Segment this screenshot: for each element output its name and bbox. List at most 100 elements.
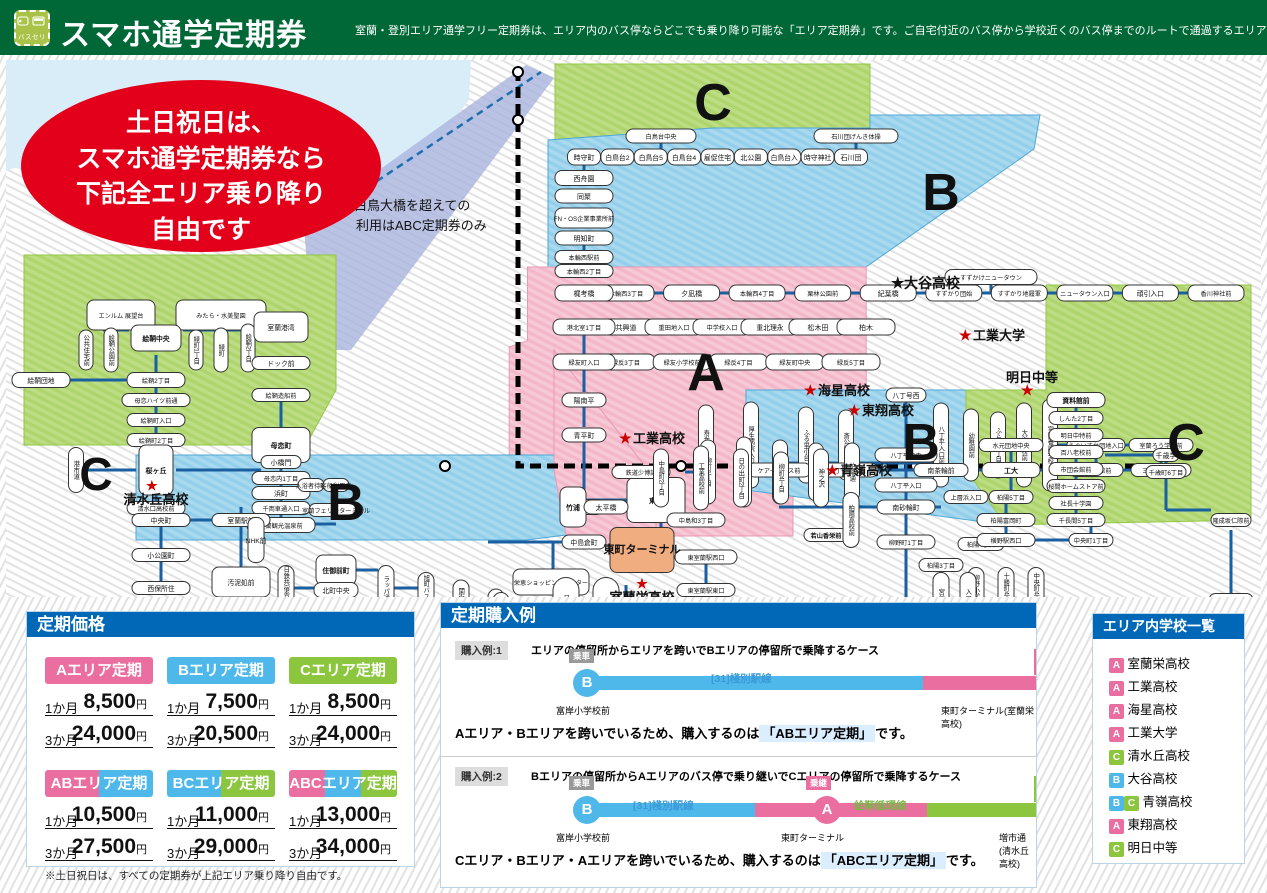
svg-text:石川団げんき体操: 石川団げんき体操 bbox=[831, 133, 881, 141]
svg-text:宮前: 宮前 bbox=[937, 587, 944, 597]
svg-text:緑友町入口: 緑友町入口 bbox=[569, 359, 600, 367]
svg-text:A: A bbox=[687, 344, 725, 402]
svg-text:★: ★ bbox=[146, 478, 158, 493]
svg-text:白鳥台4: 白鳥台4 bbox=[672, 153, 696, 162]
svg-text:重田地入口: 重田地入口 bbox=[659, 324, 690, 332]
svg-text:★: ★ bbox=[636, 576, 648, 591]
svg-text:日鉄共宿舎入口: 日鉄共宿舎入口 bbox=[282, 565, 289, 597]
svg-text:東翔高校: 東翔高校 bbox=[862, 403, 915, 418]
svg-text:中央町: 中央町 bbox=[151, 516, 172, 525]
svg-text:柳野町1丁目: 柳野町1丁目 bbox=[889, 539, 923, 547]
svg-text:太平橋: 太平橋 bbox=[596, 503, 617, 512]
svg-text:香川神社前: 香川神社前 bbox=[1201, 290, 1232, 298]
svg-text:青嶺高校: 青嶺高校 bbox=[840, 463, 893, 478]
svg-text:緑町: 緑町 bbox=[217, 342, 224, 356]
svg-text:桜ヶ丘: 桜ヶ丘 bbox=[146, 466, 167, 475]
svg-text:港北室1丁目: 港北室1丁目 bbox=[567, 324, 601, 332]
svg-text:白鳥台2: 白鳥台2 bbox=[605, 153, 629, 162]
svg-text:本輪西駅前: 本輪西駅前 bbox=[569, 254, 600, 262]
svg-text:絵鞆造船前: 絵鞆造船前 bbox=[266, 392, 297, 400]
svg-text:北町中央: 北町中央 bbox=[322, 586, 349, 595]
svg-text:絵鞆公園前: 絵鞆公園前 bbox=[107, 333, 114, 367]
svg-text:同聚: 同聚 bbox=[577, 193, 591, 201]
svg-text:工業高校: 工業高校 bbox=[633, 431, 686, 446]
svg-text:緑反4丁目: 緑反4丁目 bbox=[724, 359, 752, 367]
svg-text:陽南平: 陽南平 bbox=[574, 396, 595, 405]
svg-text:絵鞆団地: 絵鞆団地 bbox=[27, 376, 54, 385]
svg-text:明日中特前: 明日中特前 bbox=[1061, 432, 1092, 440]
svg-text:本輪西2丁目: 本輪西2丁目 bbox=[567, 268, 601, 276]
svg-text:栗林公園前: 栗林公園前 bbox=[807, 290, 838, 298]
svg-text:水元団地中央: 水元団地中央 bbox=[992, 442, 1030, 450]
svg-text:北公園: 北公園 bbox=[740, 154, 761, 162]
svg-text:鉄道少博記: 鉄道少博記 bbox=[626, 469, 657, 477]
svg-text:神之沢: 神之沢 bbox=[817, 467, 824, 489]
svg-text:小公園町: 小公園町 bbox=[147, 551, 174, 560]
svg-text:隆成坂仁際前: 隆成坂仁際前 bbox=[1212, 517, 1249, 525]
svg-text:NHK前: NHK前 bbox=[245, 536, 266, 545]
svg-text:明日中等: 明日中等 bbox=[1006, 370, 1058, 385]
svg-text:頑引入口: 頑引入口 bbox=[1137, 289, 1164, 298]
svg-text:柏陽3丁目: 柏陽3丁目 bbox=[927, 562, 955, 570]
svg-text:室蘭港湾: 室蘭港湾 bbox=[267, 323, 294, 332]
svg-text:石川団: 石川団 bbox=[841, 154, 862, 162]
svg-text:柏陽高校前: 柏陽高校前 bbox=[847, 503, 854, 537]
svg-text:清水丘高校: 清水丘高校 bbox=[123, 492, 189, 507]
svg-text:共興道: 共興道 bbox=[616, 323, 637, 332]
svg-text:工業大学: 工業大学 bbox=[973, 328, 1025, 343]
svg-text:★: ★ bbox=[891, 275, 905, 292]
svg-text:すずかけニュータウン: すずかけニュータウン bbox=[960, 274, 1022, 282]
svg-text:西舟園: 西舟園 bbox=[574, 174, 595, 183]
svg-text:すずかり地履軍: すずかり地履軍 bbox=[998, 290, 1041, 298]
svg-text:千長間5丁目: 千長間5丁目 bbox=[1059, 517, 1093, 525]
svg-text:青平町: 青平町 bbox=[574, 431, 595, 440]
svg-text:幼稚園前: 幼稚園前 bbox=[967, 431, 974, 459]
svg-text:★: ★ bbox=[826, 462, 839, 478]
svg-text:竹浦: 竹浦 bbox=[565, 503, 580, 512]
svg-text:★: ★ bbox=[848, 402, 861, 418]
svg-text:B: B bbox=[902, 414, 940, 472]
svg-text:桜間ホームストア前: 桜間ホームストア前 bbox=[1048, 483, 1104, 491]
svg-text:みたら・水美聖園: みたら・水美聖園 bbox=[196, 312, 246, 320]
svg-text:工業高校前: 工業高校前 bbox=[697, 462, 704, 495]
svg-text:若山香栄前: 若山香栄前 bbox=[810, 532, 842, 540]
svg-text:絵鞆町2丁目: 絵鞆町2丁目 bbox=[139, 437, 173, 445]
svg-text:母恋内1丁目: 母恋内1丁目 bbox=[264, 475, 298, 483]
svg-text:すずかり団始: すずかり団始 bbox=[935, 290, 972, 298]
svg-text:市団会館前: 市団会館前 bbox=[1061, 466, 1092, 474]
svg-text:柳町4丁目: 柳町4丁目 bbox=[777, 462, 784, 493]
svg-text:絵鞆中央: 絵鞆中央 bbox=[142, 334, 169, 343]
svg-text:緑反3丁目: 緑反3丁目 bbox=[612, 359, 640, 367]
svg-text:本輪西3丁目: 本輪西3丁目 bbox=[609, 290, 643, 298]
svg-text:上層浜入口: 上層浜入口 bbox=[951, 494, 982, 502]
svg-text:緑町1丁目: 緑町1丁目 bbox=[192, 334, 199, 365]
svg-text:関街路前: 関街路前 bbox=[457, 587, 464, 597]
svg-text:白鳥台5: 白鳥台5 bbox=[639, 153, 663, 162]
svg-text:緑反5丁目: 緑反5丁目 bbox=[837, 359, 865, 367]
svg-text:中学校入口: 中学校入口 bbox=[707, 324, 738, 332]
svg-text:資料館前: 資料館前 bbox=[1062, 396, 1089, 405]
svg-text:公共住宅前: 公共住宅前 bbox=[82, 334, 89, 367]
svg-text:日本製紙前: 日本製紙前 bbox=[562, 594, 569, 597]
svg-text:エンルム 展望台: エンルム 展望台 bbox=[99, 312, 144, 320]
svg-text:ドック前: ドック前 bbox=[267, 359, 294, 368]
svg-text:八丁号西: 八丁号西 bbox=[892, 392, 919, 400]
svg-text:B: B bbox=[922, 164, 960, 222]
svg-text:FN・OS企業事業所前: FN・OS企業事業所前 bbox=[554, 215, 615, 223]
svg-text:時守町: 時守町 bbox=[574, 153, 595, 162]
svg-text:室蘭栄高校: 室蘭栄高校 bbox=[609, 590, 675, 597]
svg-text:夕凪橋: 夕凪橋 bbox=[681, 289, 702, 298]
svg-text:柏陽富岡町: 柏陽富岡町 bbox=[991, 517, 1022, 525]
svg-text:汚泥処前: 汚泥処前 bbox=[227, 578, 254, 587]
svg-text:母恋町: 母恋町 bbox=[271, 441, 292, 450]
svg-text:しんた2丁目: しんた2丁目 bbox=[1059, 416, 1093, 423]
svg-text:住御前町: 住御前町 bbox=[322, 566, 349, 575]
svg-text:中島町2丁目: 中島町2丁目 bbox=[657, 459, 664, 497]
svg-text:十勝町4丁目: 十勝町4丁目 bbox=[1002, 571, 1009, 597]
svg-text:利用はABC定期券のみ: 利用はABC定期券のみ bbox=[356, 218, 487, 233]
svg-text:中島和3丁目: 中島和3丁目 bbox=[679, 517, 713, 525]
svg-text:浜町: 浜町 bbox=[274, 489, 288, 498]
svg-text:雇促住宅: 雇促住宅 bbox=[704, 153, 731, 162]
svg-text:柏木: 柏木 bbox=[859, 323, 873, 332]
svg-text:南砂輪町: 南砂輪町 bbox=[892, 503, 919, 512]
